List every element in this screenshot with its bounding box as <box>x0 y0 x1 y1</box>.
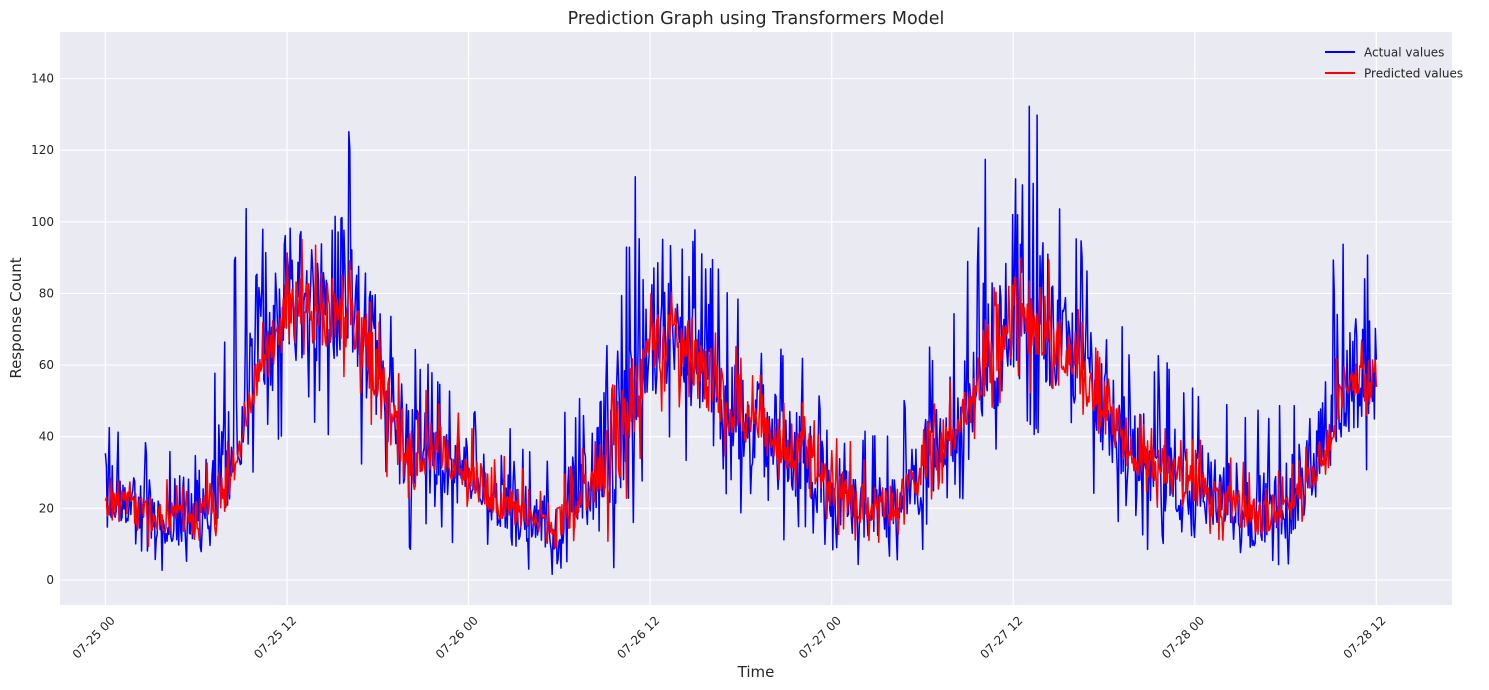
x-tick-label: 07-25 12 <box>251 613 299 661</box>
x-tick-label: 07-26 12 <box>614 613 662 661</box>
y-tick-label: 60 <box>39 358 54 372</box>
y-tick-label: 100 <box>31 215 54 229</box>
y-tick-label: 20 <box>39 501 54 515</box>
x-tick-label: 07-27 12 <box>978 613 1026 661</box>
x-tick-label: 07-28 12 <box>1341 613 1389 661</box>
x-axis-label: Time <box>737 663 775 681</box>
legend-label-predicted: Predicted values <box>1364 67 1463 81</box>
y-tick-label: 120 <box>31 143 54 157</box>
y-axis-label: Response Count <box>7 257 25 378</box>
predicted-values-line <box>104 238 1378 549</box>
x-tick-label: 07-25 00 <box>70 613 118 661</box>
x-tick-label: 07-27 00 <box>796 613 844 661</box>
x-tick-label: 07-26 00 <box>433 613 481 661</box>
legend: Actual values Predicted values <box>1325 46 1463 81</box>
y-tick-label: 140 <box>31 72 54 86</box>
y-tick-label: 40 <box>39 430 54 444</box>
legend-label-actual: Actual values <box>1364 46 1444 60</box>
y-tick-label: 80 <box>39 286 54 300</box>
series-layer <box>104 105 1378 576</box>
x-tick-label: 07-28 00 <box>1159 613 1207 661</box>
y-tick-label: 0 <box>46 573 54 587</box>
chart-title: Prediction Graph using Transformers Mode… <box>568 9 945 29</box>
